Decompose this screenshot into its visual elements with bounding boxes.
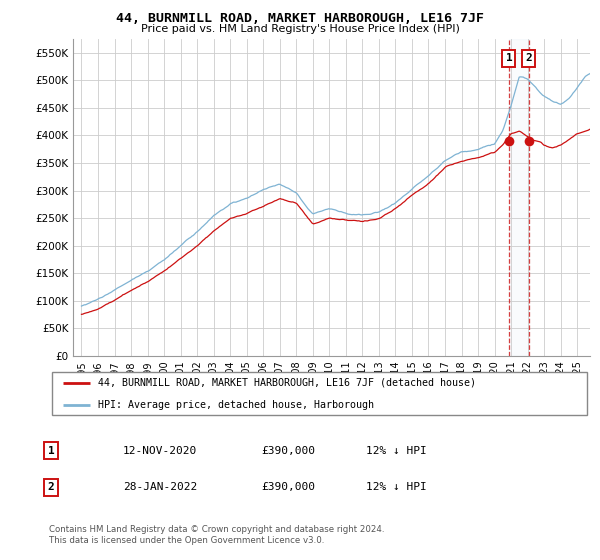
Text: 2: 2 — [47, 482, 55, 492]
Text: 2: 2 — [526, 53, 532, 63]
Text: 44, BURNMILL ROAD, MARKET HARBOROUGH, LE16 7JF: 44, BURNMILL ROAD, MARKET HARBOROUGH, LE… — [116, 12, 484, 25]
Text: Contains HM Land Registry data © Crown copyright and database right 2024.
This d: Contains HM Land Registry data © Crown c… — [49, 525, 385, 545]
Bar — [509, 39, 529, 356]
Text: 1: 1 — [506, 53, 512, 63]
FancyBboxPatch shape — [52, 372, 587, 415]
Text: £390,000: £390,000 — [261, 482, 315, 492]
Text: 12-NOV-2020: 12-NOV-2020 — [123, 446, 197, 456]
Text: Price paid vs. HM Land Registry's House Price Index (HPI): Price paid vs. HM Land Registry's House … — [140, 24, 460, 34]
Text: 1: 1 — [47, 446, 55, 456]
Text: 12% ↓ HPI: 12% ↓ HPI — [366, 446, 427, 456]
Text: 44, BURNMILL ROAD, MARKET HARBOROUGH, LE16 7JF (detached house): 44, BURNMILL ROAD, MARKET HARBOROUGH, LE… — [98, 378, 476, 388]
Text: 28-JAN-2022: 28-JAN-2022 — [123, 482, 197, 492]
Text: HPI: Average price, detached house, Harborough: HPI: Average price, detached house, Harb… — [98, 400, 374, 410]
Text: £390,000: £390,000 — [261, 446, 315, 456]
Text: 12% ↓ HPI: 12% ↓ HPI — [366, 482, 427, 492]
